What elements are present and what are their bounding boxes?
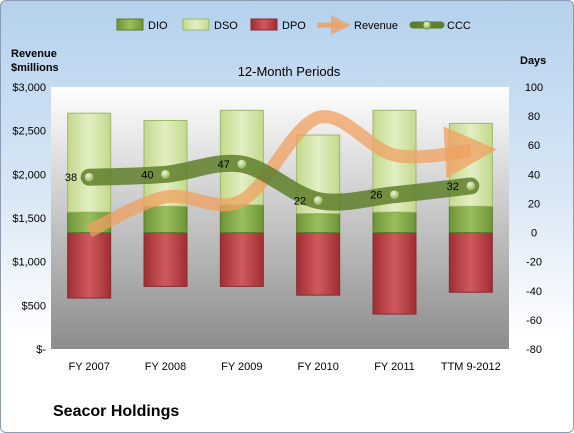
ccc-data-label: 32 [447, 181, 459, 193]
ccc-point [389, 189, 400, 201]
right-tick-label: 60 [528, 140, 540, 152]
dio-bar [448, 205, 493, 234]
left-tick-label: $3,000 [12, 82, 46, 94]
ccc-data-label: 22 [294, 196, 306, 208]
legend-swatch-dpo [250, 18, 278, 31]
left-axis: $- $500 $1,000 $1,500 $2,000 $2,500 $3,000 [12, 82, 46, 356]
category-label: FY 2008 [145, 361, 186, 373]
category-label: FY 2007 [68, 361, 109, 373]
category-label: FY 2010 [297, 361, 338, 373]
right-axis: -80 -60 -40 -20 0 20 40 60 80 100 [525, 82, 543, 356]
left-tick-label: $2,500 [12, 126, 46, 138]
left-axis-label-line1: Revenue [11, 48, 57, 60]
revenue-line [86, 110, 497, 238]
right-tick-label: -60 [526, 315, 542, 327]
ccc-point [465, 180, 477, 192]
left-tick-label: $1,500 [12, 213, 46, 225]
legend-label-revenue: Revenue [354, 20, 398, 32]
ccc-line [80, 154, 480, 211]
ccc-data-label: 38 [65, 172, 77, 184]
dio-bar [296, 213, 341, 234]
legend: DIO DSO DPO Revenue CCC [116, 15, 471, 35]
category-label: FY 2009 [221, 361, 262, 373]
dpo-bar [219, 232, 264, 287]
left-tick-label: $500 [22, 300, 46, 312]
right-tick-label: 0 [531, 228, 537, 240]
dpo-bar [143, 232, 188, 287]
right-tick-label: -40 [526, 286, 542, 298]
dpo-bar [448, 232, 493, 293]
left-tick-label: $1,000 [12, 257, 46, 269]
ccc-point [236, 158, 248, 170]
dpo-bar [296, 232, 341, 296]
right-tick-label: 100 [525, 82, 543, 94]
legend-label-dso: DSO [214, 20, 238, 32]
dpo-bar [372, 232, 417, 315]
right-axis-label: Days [520, 55, 546, 67]
left-tick-label: $- [36, 344, 46, 356]
ccc-data-label: 26 [370, 190, 382, 202]
right-tick-label: 80 [528, 111, 540, 123]
revenue-series [86, 110, 497, 238]
dso-bar [67, 112, 112, 213]
company-name: Seacor Holdings [53, 403, 180, 420]
right-tick-label: 20 [528, 198, 540, 210]
ccc-data-label: 40 [141, 169, 153, 181]
legend-label-dpo: DPO [282, 20, 306, 32]
legend-swatch-dio [116, 18, 144, 31]
ccc-data-label: 47 [218, 159, 230, 171]
dpo-bar [67, 232, 112, 299]
ccc-series: 38 40 47 22 26 32 [65, 154, 480, 211]
ccc-point [83, 171, 95, 183]
dio-bar [143, 205, 188, 234]
x-axis: FY 2007 FY 2008 FY 2009 FY 2010 FY 2011 TTM 9… [68, 361, 500, 373]
chart-title: 12-Month Periods [238, 64, 341, 79]
right-tick-label: 40 [528, 169, 540, 181]
left-axis-label-line2: $millions [11, 62, 59, 74]
dio-bar [372, 211, 417, 234]
legend-marker-ccc [422, 20, 432, 30]
legend-label-dio: DIO [148, 20, 168, 32]
category-label: TTM 9-2012 [441, 361, 501, 373]
left-tick-label: $2,000 [12, 169, 46, 181]
ccc-point [160, 168, 171, 180]
legend-swatch-dso [182, 18, 210, 31]
ccc-point [312, 195, 324, 207]
right-tick-label: -80 [526, 344, 542, 356]
right-tick-label: -20 [526, 257, 542, 269]
category-label: FY 2011 [374, 361, 415, 373]
legend-label-ccc: CCC [447, 20, 471, 32]
